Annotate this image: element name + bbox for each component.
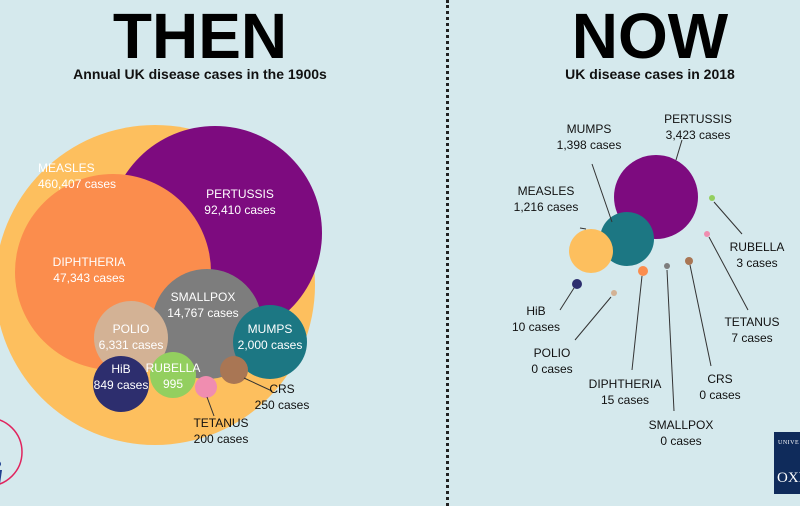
now-value-polio: 0 cases	[531, 362, 572, 376]
now-bubble-rubella	[709, 195, 715, 201]
oxford-logo-text-bottom: OXF	[777, 470, 800, 486]
then-value-crs: 250 cases	[255, 398, 310, 412]
now-bubble-mumps	[600, 212, 654, 266]
then-bubble-hib	[93, 356, 149, 412]
now-value-pertussis: 3,423 cases	[666, 128, 731, 142]
then-value-pertussis: 92,410 cases	[204, 203, 275, 217]
now-bubble-hib	[572, 279, 582, 289]
then-subtitle: Annual UK disease cases in the 1900s	[73, 66, 327, 82]
now-bubble-tetanus	[704, 231, 710, 237]
then-value-tetanus: 200 cases	[194, 432, 249, 446]
now-value-tetanus: 7 cases	[731, 331, 772, 345]
vaccine-group-logo	[0, 419, 23, 485]
then-leader-crs	[243, 377, 273, 392]
oxford-logo-text-top: UNIVE	[778, 440, 800, 446]
now-label-rubella: RUBELLA	[730, 240, 785, 254]
now-value-rubella: 3 cases	[736, 256, 777, 270]
then-bubble-rubella	[150, 352, 196, 398]
now-title: NOW	[571, 0, 729, 72]
now-leader-measles	[579, 227, 587, 230]
now-value-diphtheria: 15 cases	[601, 393, 649, 407]
then-value-measles: 460,407 cases	[38, 177, 116, 191]
then-bubble-mumps	[233, 305, 307, 379]
then-label-rubella: RUBELLA	[146, 361, 201, 375]
then-bubble-tetanus	[195, 376, 217, 398]
now-leader-rubella	[713, 201, 743, 235]
then-bubble-polio	[94, 301, 168, 375]
now-label-diphtheria: DIPHTHERIA	[589, 377, 662, 391]
then-value-diphtheria: 47,343 cases	[53, 271, 124, 285]
now-label-smallpox: SMALLPOX	[649, 418, 714, 432]
now-label-measles: MEASLES	[518, 184, 575, 198]
then-label-diphtheria: DIPHTHERIA	[53, 255, 126, 269]
now-leader-mumps	[591, 163, 613, 223]
now-leader-polio	[574, 296, 612, 341]
then-value-polio: 6,331 cases	[99, 338, 164, 352]
then-label-pertussis: PERTUSSIS	[206, 187, 274, 201]
now-leader-pertussis	[675, 139, 683, 161]
then-label-polio: POLIO	[113, 322, 150, 336]
panel-divider	[446, 0, 449, 506]
now-bubble-measles	[569, 229, 613, 273]
oxford-logo: UNIVE OXF	[774, 432, 800, 494]
then-leader-tetanus	[206, 396, 215, 417]
now-subtitle: UK disease cases in 2018	[565, 66, 735, 82]
now-leader-smallpox	[666, 269, 675, 412]
then-value-smallpox: 14,767 cases	[167, 306, 238, 320]
now-leader-hib	[559, 287, 575, 311]
then-value-hib: 849 cases	[94, 378, 149, 392]
now-value-crs: 0 cases	[699, 388, 740, 402]
now-value-mumps: 1,398 cases	[557, 138, 622, 152]
now-label-polio: POLIO	[534, 346, 571, 360]
now-leader-crs	[689, 264, 712, 367]
now-bubbles: PERTUSSIS 3,423 cases MUMPS 1,398 cases MEAS…	[512, 112, 784, 448]
now-leader-tetanus	[708, 236, 749, 311]
now-bubble-polio	[611, 290, 617, 296]
then-label-tetanus: TETANUS	[193, 416, 248, 430]
then-label-mumps: MUMPS	[248, 322, 293, 336]
then-label-hib: HiB	[111, 362, 130, 376]
now-bubble-diphtheria	[638, 266, 648, 276]
now-bubble-crs	[685, 257, 693, 265]
now-value-hib: 10 cases	[512, 320, 560, 334]
then-label-measles: MEASLES	[38, 161, 95, 175]
then-value-rubella: 995	[163, 377, 183, 391]
now-label-mumps: MUMPS	[567, 122, 612, 136]
now-bubble-smallpox	[664, 263, 670, 269]
now-leader-diphtheria	[631, 275, 643, 371]
then-value-mumps: 2,000 cases	[238, 338, 303, 352]
now-value-measles: 1,216 cases	[514, 200, 579, 214]
now-label-hib: HiB	[526, 304, 545, 318]
now-label-crs: CRS	[707, 372, 732, 386]
now-value-smallpox: 0 cases	[660, 434, 701, 448]
then-label-smallpox: SMALLPOX	[171, 290, 236, 304]
now-label-tetanus: TETANUS	[724, 315, 779, 329]
then-label-crs: CRS	[269, 382, 294, 396]
then-bubble-crs	[220, 356, 248, 384]
then-bubbles: MEASLES 460,407 cases PERTUSSIS 92,410 case…	[0, 125, 322, 446]
now-label-pertussis: PERTUSSIS	[664, 112, 732, 126]
then-title: THEN	[112, 0, 288, 72]
